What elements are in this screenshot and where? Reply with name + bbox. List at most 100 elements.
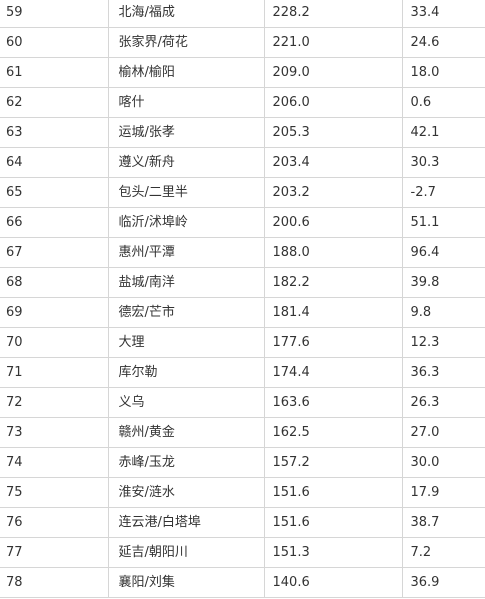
value-cell: 163.6: [263, 387, 403, 418]
city-cell: 惠州/平潭: [107, 237, 265, 268]
growth-cell: 36.3: [401, 357, 485, 388]
table-row: 74 赤峰/玉龙 157.2 30.0: [0, 447, 485, 478]
value-cell: 151.3: [263, 537, 403, 568]
growth-cell: 39.8: [401, 267, 485, 298]
rank-cell: 61: [0, 57, 109, 88]
growth-cell: 38.7: [401, 507, 485, 538]
growth-cell: 26.3: [401, 387, 485, 418]
growth-cell: -2.7: [401, 177, 485, 208]
city-cell: 襄阳/刘集: [107, 567, 265, 598]
growth-cell: 51.1: [401, 207, 485, 238]
table-row: 64 遵义/新舟 203.4 30.3: [0, 147, 485, 178]
city-cell: 北海/福成: [107, 0, 265, 28]
table-row: 78 襄阳/刘集 140.6 36.9: [0, 567, 485, 598]
city-cell: 临沂/沭埠岭: [107, 207, 265, 238]
value-cell: 157.2: [263, 447, 403, 478]
growth-cell: 30.3: [401, 147, 485, 178]
city-cell: 张家界/荷花: [107, 27, 265, 58]
rank-cell: 74: [0, 447, 109, 478]
rank-cell: 70: [0, 327, 109, 358]
value-cell: 162.5: [263, 417, 403, 448]
value-cell: 174.4: [263, 357, 403, 388]
growth-cell: 7.2: [401, 537, 485, 568]
value-cell: 206.0: [263, 87, 403, 118]
growth-cell: 12.3: [401, 327, 485, 358]
city-cell: 淮安/涟水: [107, 477, 265, 508]
value-cell: 203.2: [263, 177, 403, 208]
growth-cell: 42.1: [401, 117, 485, 148]
growth-cell: 0.6: [401, 87, 485, 118]
rank-cell: 71: [0, 357, 109, 388]
rank-cell: 66: [0, 207, 109, 238]
table-row: 66 临沂/沭埠岭 200.6 51.1: [0, 207, 485, 238]
rank-cell: 73: [0, 417, 109, 448]
growth-cell: 33.4: [401, 0, 485, 28]
city-cell: 延吉/朝阳川: [107, 537, 265, 568]
rank-cell: 65: [0, 177, 109, 208]
value-cell: 151.6: [263, 477, 403, 508]
table-row: 63 运城/张孝 205.3 42.1: [0, 117, 485, 148]
city-cell: 运城/张孝: [107, 117, 265, 148]
city-cell: 喀什: [107, 87, 265, 118]
growth-cell: 36.9: [401, 567, 485, 598]
rank-cell: 75: [0, 477, 109, 508]
table-row: 76 连云港/白塔埠 151.6 38.7: [0, 507, 485, 538]
city-cell: 榆林/榆阳: [107, 57, 265, 88]
value-cell: 177.6: [263, 327, 403, 358]
value-cell: 209.0: [263, 57, 403, 88]
rank-cell: 76: [0, 507, 109, 538]
value-cell: 188.0: [263, 237, 403, 268]
city-cell: 连云港/白塔埠: [107, 507, 265, 538]
table-row: 75 淮安/涟水 151.6 17.9: [0, 477, 485, 508]
table-row: 69 德宏/芒市 181.4 9.8: [0, 297, 485, 328]
value-cell: 140.6: [263, 567, 403, 598]
value-cell: 182.2: [263, 267, 403, 298]
value-cell: 200.6: [263, 207, 403, 238]
rank-cell: 67: [0, 237, 109, 268]
growth-cell: 9.8: [401, 297, 485, 328]
value-cell: 181.4: [263, 297, 403, 328]
city-cell: 包头/二里半: [107, 177, 265, 208]
table-row: 62 喀什 206.0 0.6: [0, 87, 485, 118]
growth-cell: 17.9: [401, 477, 485, 508]
value-cell: 228.2: [263, 0, 403, 28]
table-row: 60 张家界/荷花 221.0 24.6: [0, 27, 485, 58]
rank-cell: 59: [0, 0, 109, 28]
city-cell: 盐城/南洋: [107, 267, 265, 298]
rank-cell: 64: [0, 147, 109, 178]
table-row: 61 榆林/榆阳 209.0 18.0: [0, 57, 485, 88]
growth-cell: 18.0: [401, 57, 485, 88]
city-cell: 义乌: [107, 387, 265, 418]
value-cell: 151.6: [263, 507, 403, 538]
rank-cell: 77: [0, 537, 109, 568]
growth-cell: 27.0: [401, 417, 485, 448]
table-row: 73 赣州/黄金 162.5 27.0: [0, 417, 485, 448]
table-row: 59 北海/福成 228.2 33.4: [0, 0, 485, 28]
rank-cell: 78: [0, 567, 109, 598]
table-row: 77 延吉/朝阳川 151.3 7.2: [0, 537, 485, 568]
value-cell: 205.3: [263, 117, 403, 148]
table-row: 71 库尔勒 174.4 36.3: [0, 357, 485, 388]
value-cell: 221.0: [263, 27, 403, 58]
rank-cell: 68: [0, 267, 109, 298]
city-cell: 大理: [107, 327, 265, 358]
city-cell: 库尔勒: [107, 357, 265, 388]
rank-cell: 69: [0, 297, 109, 328]
table-row: 68 盐城/南洋 182.2 39.8: [0, 267, 485, 298]
rank-cell: 72: [0, 387, 109, 418]
city-cell: 赣州/黄金: [107, 417, 265, 448]
city-cell: 赤峰/玉龙: [107, 447, 265, 478]
city-cell: 德宏/芒市: [107, 297, 265, 328]
table-row: 70 大理 177.6 12.3: [0, 327, 485, 358]
table-row: 67 惠州/平潭 188.0 96.4: [0, 237, 485, 268]
rank-cell: 60: [0, 27, 109, 58]
table-row: 65 包头/二里半 203.2 -2.7: [0, 177, 485, 208]
value-cell: 203.4: [263, 147, 403, 178]
rank-cell: 63: [0, 117, 109, 148]
city-cell: 遵义/新舟: [107, 147, 265, 178]
rank-cell: 62: [0, 87, 109, 118]
growth-cell: 30.0: [401, 447, 485, 478]
growth-cell: 96.4: [401, 237, 485, 268]
